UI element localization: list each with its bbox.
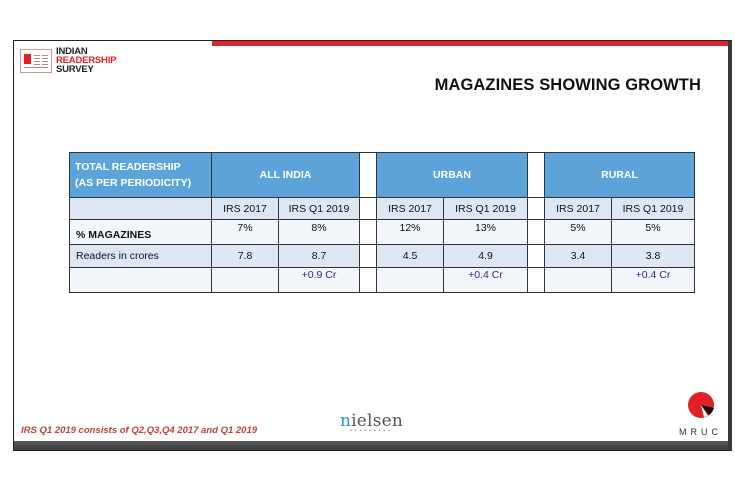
- corner-line2: (AS PER PERIODICITY): [75, 177, 192, 189]
- logo-line2: READERSHIP: [56, 55, 117, 66]
- region-header-rural: RURAL: [544, 152, 695, 198]
- separator: [527, 152, 545, 198]
- delta-cell: [211, 267, 279, 293]
- separator: [359, 219, 377, 245]
- corner-line1: TOTAL READERSHIP: [75, 161, 181, 173]
- cell: 13%: [443, 219, 528, 245]
- nielsen-dots: •••••••••: [350, 428, 393, 434]
- nielsen-rest: ielsen: [351, 411, 404, 431]
- cell: 3.8: [611, 244, 695, 268]
- delta-cell: +0.4 Cr: [443, 267, 528, 293]
- cell: 7%: [211, 219, 279, 245]
- row-label: [69, 267, 212, 293]
- footnote: IRS Q1 2019 consists of Q2,Q3,Q4 2017 an…: [21, 425, 258, 436]
- delta-cell: [376, 267, 444, 293]
- separator: [527, 244, 545, 268]
- separator: [527, 267, 545, 293]
- cell: 5%: [544, 219, 612, 245]
- logo-line1: INDIAN: [56, 46, 88, 57]
- bottom-bar: [14, 441, 728, 450]
- corner-header: TOTAL READERSHIP (AS PER PERIODICITY): [69, 152, 212, 198]
- empty-cell: [69, 197, 212, 220]
- row-label: % MAGAZINES: [69, 219, 212, 245]
- nielsen-n: n: [340, 411, 352, 431]
- table-row: Readers in crores 7.8 8.7 4.5 4.9 3.4 3.…: [69, 244, 695, 268]
- mruc-circle-icon: [687, 392, 714, 418]
- delta-cell: +0.9 Cr: [278, 267, 360, 293]
- table-row: % MAGAZINES 7% 8% 12% 13% 5% 5%: [69, 219, 695, 245]
- region-header-all-india: ALL INDIA: [211, 152, 360, 198]
- readership-table: TOTAL READERSHIP (AS PER PERIODICITY) AL…: [69, 152, 695, 293]
- cell: 7.8: [211, 244, 279, 268]
- cell: 4.9: [443, 244, 528, 268]
- subheader: IRS Q1 2019: [611, 197, 695, 220]
- cell: 12%: [376, 219, 444, 245]
- subheader: IRS 2017: [211, 197, 279, 220]
- mruc-text: MRUC: [679, 427, 722, 437]
- separator: [359, 152, 377, 198]
- cell: 4.5: [376, 244, 444, 268]
- nielsen-logo: nielsen •••••••••: [340, 411, 403, 434]
- slide: INDIAN READERSHIP SURVEY MAGAZINES SHOWI…: [13, 40, 732, 451]
- cell: 3.4: [544, 244, 612, 268]
- subheader: IRS Q1 2019: [443, 197, 528, 220]
- red-accent-bar: [212, 41, 728, 46]
- delta-cell: +0.4 Cr: [611, 267, 695, 293]
- newspaper-icon: [20, 48, 52, 73]
- logo-line3: SURVEY: [56, 64, 94, 75]
- irs-logo: INDIAN READERSHIP SURVEY: [20, 47, 116, 74]
- subheader: IRS 2017: [544, 197, 612, 220]
- cell: 8%: [278, 219, 360, 245]
- separator: [359, 197, 377, 220]
- separator: [527, 197, 545, 220]
- page-title: MAGAZINES SHOWING GROWTH: [434, 76, 701, 94]
- delta-cell: [544, 267, 612, 293]
- cell: 5%: [611, 219, 695, 245]
- cell: 8.7: [278, 244, 360, 268]
- mruc-logo: MRUC: [679, 391, 722, 437]
- row-label: Readers in crores: [69, 244, 212, 268]
- subheader: IRS Q1 2019: [278, 197, 360, 220]
- separator: [527, 219, 545, 245]
- table-header-row: TOTAL READERSHIP (AS PER PERIODICITY) AL…: [69, 152, 695, 198]
- subheader-row: IRS 2017 IRS Q1 2019 IRS 2017 IRS Q1 201…: [69, 197, 695, 220]
- region-header-urban: URBAN: [376, 152, 528, 198]
- separator: [359, 267, 377, 293]
- separator: [359, 244, 377, 268]
- subheader: IRS 2017: [376, 197, 444, 220]
- table-row: +0.9 Cr +0.4 Cr +0.4 Cr: [69, 267, 695, 293]
